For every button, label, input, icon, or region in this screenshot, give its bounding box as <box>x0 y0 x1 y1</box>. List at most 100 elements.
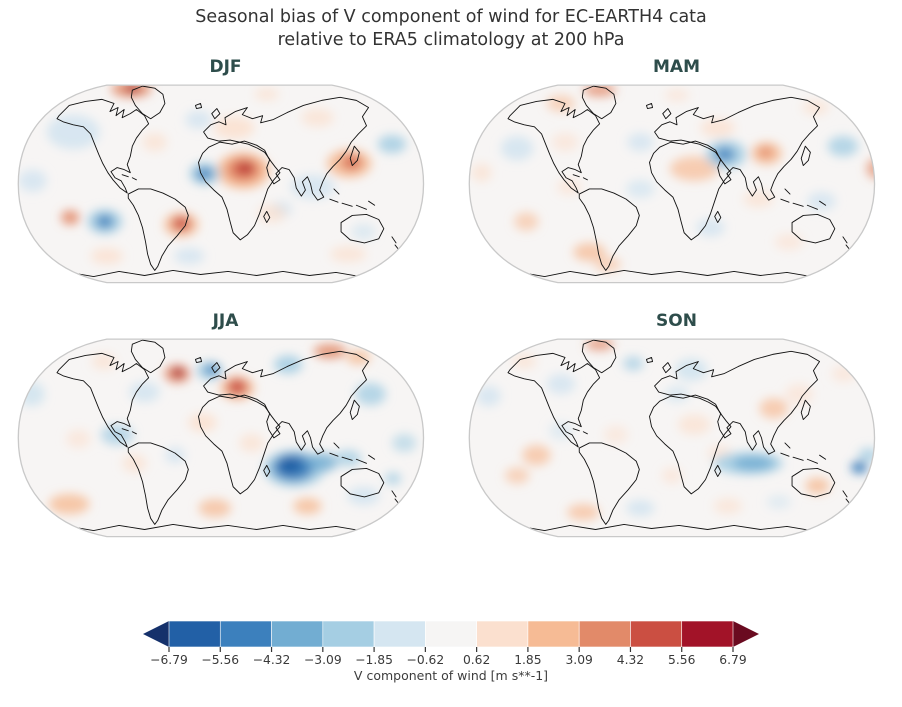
map-ocean-background <box>468 85 875 283</box>
anomaly-blob <box>757 147 773 158</box>
anomaly-blob <box>198 499 231 518</box>
coastline-path <box>121 428 137 435</box>
anomaly-blob <box>865 158 875 179</box>
coastline-path <box>572 428 588 435</box>
coastline-path <box>340 468 384 498</box>
anomaly-blob <box>566 504 600 521</box>
anomaly-blob <box>551 133 578 152</box>
coastline-path <box>713 465 721 478</box>
anomaly-blob <box>674 358 708 382</box>
anomaly-blob <box>774 233 803 251</box>
map-clip-group <box>17 85 424 283</box>
anomaly-blob <box>827 136 858 157</box>
coastline-path <box>581 339 616 374</box>
coastline-path <box>791 468 835 498</box>
coastline-path <box>197 140 280 241</box>
anomaly-blob <box>758 398 788 419</box>
colorbar-tick-label: −4.32 <box>253 653 291 667</box>
anomaly-blob <box>292 498 322 515</box>
anomaly-blob <box>625 500 655 517</box>
colorbar-svg: −6.79 −5.56 −4.32 −3.09 −1.85 −0.62 0.62 1.85 3.… <box>143 620 759 667</box>
anomaly-blob <box>128 382 160 403</box>
anomaly-blob <box>213 116 255 140</box>
anomaly-blob <box>96 215 113 228</box>
anomaly-blob <box>65 429 91 449</box>
colorbar-arrow-right <box>733 621 759 648</box>
anomaly-blob <box>664 89 689 102</box>
figure-title-line2: relative to ERA5 climatology at 200 hPa <box>277 30 625 51</box>
coastline-path <box>779 442 826 464</box>
colorbar-tick-label: 1.85 <box>514 653 541 667</box>
coastline-path <box>519 524 832 532</box>
coastline-path <box>349 145 360 167</box>
anomaly-blob <box>603 425 628 445</box>
anomaly-blob <box>354 383 386 406</box>
coastline-path <box>68 524 381 532</box>
colorbar-tick-label: −0.62 <box>407 653 445 667</box>
anomaly-blob <box>46 114 100 150</box>
map-ocean-background <box>17 85 424 283</box>
anomaly-blob <box>513 212 539 231</box>
anomaly-blob <box>17 169 47 193</box>
coastline-path <box>127 188 189 272</box>
coastline-path <box>648 394 731 495</box>
coastline-path <box>56 353 149 448</box>
anomaly-blob <box>582 85 616 97</box>
figure-title-line1: Seasonal bias of V component of wind for… <box>195 7 707 27</box>
anomaly-blob <box>784 384 813 405</box>
anomaly-blob <box>594 257 621 272</box>
anomaly-blob <box>470 163 492 183</box>
anomaly-blob <box>732 456 774 471</box>
coastline-path <box>648 140 731 241</box>
colorbar-tick-label: 6.79 <box>719 653 746 667</box>
coastline-path <box>581 85 616 120</box>
coastline-path <box>791 214 835 244</box>
coastline-path <box>578 442 640 526</box>
anomaly-blob <box>241 164 250 171</box>
anomaly-blob <box>345 350 371 365</box>
anomaly-blob <box>661 467 682 484</box>
coastline-path <box>121 174 137 181</box>
anomaly-blob <box>391 433 416 453</box>
coastline-path <box>572 174 588 181</box>
panel-son: SON <box>451 309 902 557</box>
colorbar-tick-label: 0.62 <box>463 653 490 667</box>
panel-label-jja: JJA <box>212 311 239 332</box>
map-outline <box>17 84 424 284</box>
coastline-path <box>202 351 369 455</box>
anomaly-blob <box>90 248 123 265</box>
coastline-path <box>661 108 671 120</box>
anomaly-blob <box>699 118 735 138</box>
anomaly-blob <box>238 433 264 453</box>
anomaly-blob <box>584 339 614 351</box>
anomaly-blob <box>850 461 867 474</box>
anomaly-blob <box>622 356 643 371</box>
coastline-path <box>340 214 384 244</box>
map-djf <box>17 84 424 284</box>
anomaly-blob <box>346 486 380 506</box>
anomaly-blob <box>60 210 79 225</box>
anomaly-blob <box>124 85 139 93</box>
anomaly-blob <box>226 379 247 396</box>
anomaly-blob <box>511 354 536 369</box>
anomaly-blob <box>475 386 501 407</box>
coastline-path <box>779 188 826 210</box>
coastline-path <box>713 211 721 224</box>
anomaly-blob <box>504 467 529 484</box>
anomaly-blob <box>17 382 45 407</box>
anomaly-blob <box>857 448 875 463</box>
anomaly-blob <box>187 413 217 432</box>
map-outline <box>17 338 424 538</box>
coastline-path <box>56 99 149 194</box>
map-clip-group <box>468 339 875 537</box>
colorbar-segment <box>681 620 734 648</box>
anomaly-blob <box>184 110 212 130</box>
colorbar-segment <box>373 620 426 648</box>
anomaly-blob <box>121 454 147 473</box>
coastline-path <box>653 351 820 455</box>
anomaly-blob <box>742 191 774 208</box>
anomaly-blob <box>48 494 90 515</box>
panel-label-djf: DJF <box>209 57 242 78</box>
coastline-path <box>661 362 671 374</box>
